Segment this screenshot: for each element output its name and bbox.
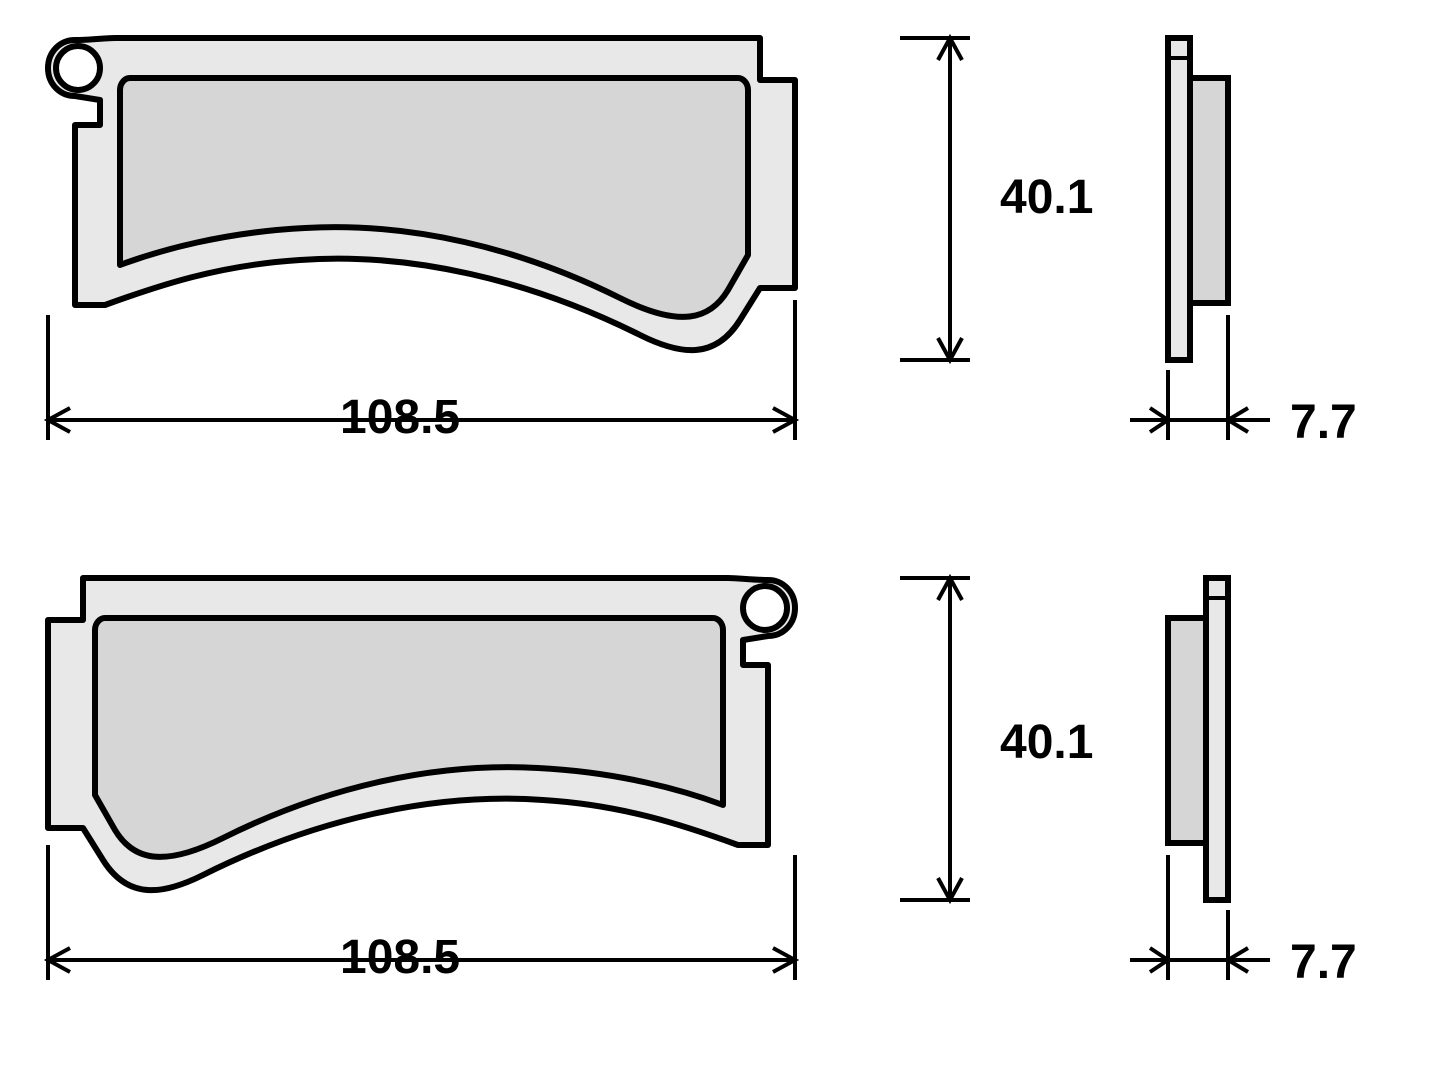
pad-top-side-view — [1168, 38, 1228, 360]
technical-drawing — [0, 0, 1445, 1091]
pad-top-front-view — [48, 38, 795, 350]
label-width-bottom: 108.5 — [340, 930, 460, 985]
label-height-bottom: 40.1 — [1000, 715, 1093, 770]
pad-bottom-front-view — [48, 578, 795, 890]
pad-bottom-side-view — [1168, 578, 1228, 900]
label-height-top: 40.1 — [1000, 170, 1093, 225]
dim-height-bottom — [900, 578, 970, 900]
dim-height-top — [900, 38, 970, 360]
label-thick-bottom: 7.7 — [1290, 935, 1357, 990]
dim-thick-top — [1130, 315, 1270, 440]
label-width-top: 108.5 — [340, 390, 460, 445]
label-thick-top: 7.7 — [1290, 395, 1357, 450]
dim-thick-bottom — [1130, 855, 1270, 980]
